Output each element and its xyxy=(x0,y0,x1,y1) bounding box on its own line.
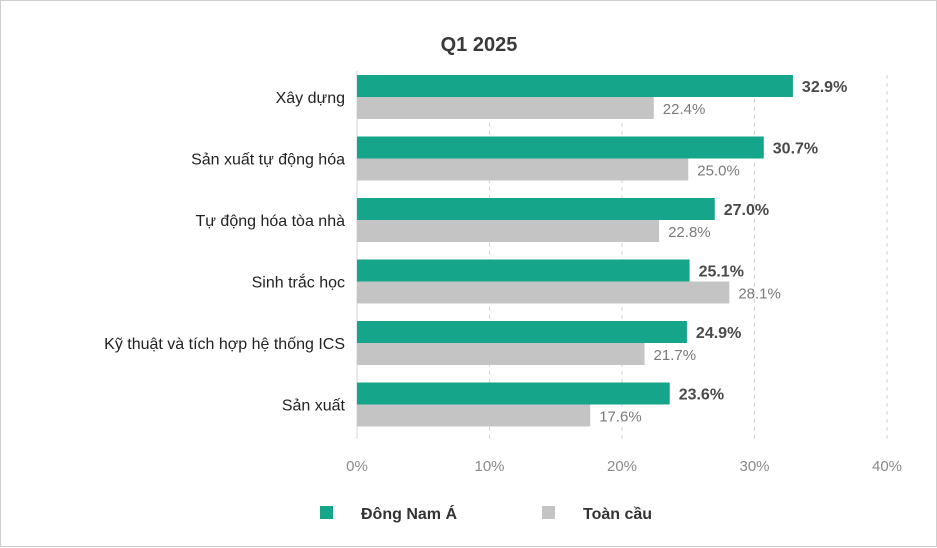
legend-swatch xyxy=(542,506,555,519)
bar-toan-cau xyxy=(357,281,730,304)
category-labels: Xây dựng Sản xuất tự động hóa Tự động hóa … xyxy=(104,90,345,415)
data-labels: 32.9% 22.4% 30.7% 25.0% 27.0% 22.8% 25.1% 28.1%… xyxy=(599,79,847,426)
bar-toan-cau xyxy=(357,343,645,365)
data-label: 22.8% xyxy=(668,224,711,241)
bars xyxy=(357,75,793,427)
x-tick-label: 20% xyxy=(607,458,637,475)
category-label: Sản xuất xyxy=(282,398,346,415)
legend-swatch xyxy=(320,506,333,519)
grid-lines xyxy=(356,71,888,439)
data-label: 30.7% xyxy=(773,141,818,158)
bar-toan-cau xyxy=(357,220,660,242)
bar-toan-cau xyxy=(357,404,591,427)
category-label: Sinh trắc học xyxy=(252,273,345,292)
legend-label: Đông Nam Á xyxy=(361,504,457,523)
bar-dong-nam-a xyxy=(357,259,690,282)
category-label: Xây dựng xyxy=(276,90,345,107)
data-label: 25.1% xyxy=(699,264,744,281)
category-label: Kỹ thuật và tích hợp hệ thống ICS xyxy=(104,336,345,353)
legend-label: Toàn cầu xyxy=(583,506,652,523)
data-label: 32.9% xyxy=(802,79,847,96)
bar-toan-cau xyxy=(357,158,689,181)
data-label: 22.4% xyxy=(663,101,706,118)
bar-dong-nam-a xyxy=(357,382,670,405)
data-label: 25.0% xyxy=(697,163,740,180)
data-label: 21.7% xyxy=(654,347,697,364)
x-axis-ticks: 0% 10% 20% 30% 40% xyxy=(346,458,902,475)
x-tick-label: 40% xyxy=(872,458,902,475)
x-tick-label: 30% xyxy=(739,458,769,475)
bar-toan-cau xyxy=(357,97,654,119)
x-tick-label: 0% xyxy=(346,458,368,475)
bar-dong-nam-a xyxy=(357,75,793,97)
x-tick-label: 10% xyxy=(474,458,504,475)
bar-dong-nam-a xyxy=(357,136,764,159)
category-label: Sản xuất tự động hóa xyxy=(191,152,345,169)
data-label: 17.6% xyxy=(599,409,642,426)
data-label: 24.9% xyxy=(696,325,741,342)
bar-dong-nam-a xyxy=(357,321,687,343)
data-label: 28.1% xyxy=(738,286,781,303)
legend: Đông Nam Á Toàn cầu xyxy=(320,504,652,523)
data-label: 23.6% xyxy=(679,387,724,404)
bar-dong-nam-a xyxy=(357,198,715,220)
category-label: Tự động hóa tòa nhà xyxy=(196,213,346,230)
data-label: 27.0% xyxy=(724,202,769,219)
chart-title: Q1 2025 xyxy=(441,34,518,56)
